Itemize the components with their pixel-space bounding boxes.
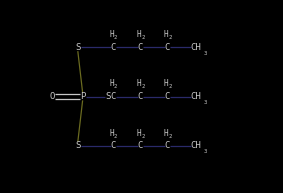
Text: C: C — [165, 43, 170, 52]
Text: C: C — [165, 141, 170, 150]
Text: 2: 2 — [141, 84, 144, 89]
Text: S: S — [75, 43, 80, 52]
Text: 3: 3 — [204, 100, 207, 105]
Text: 2: 2 — [141, 134, 144, 139]
Text: H: H — [110, 30, 115, 39]
Text: C: C — [138, 92, 143, 101]
Text: C: C — [111, 43, 116, 52]
Text: 2: 2 — [114, 84, 117, 89]
Text: H: H — [137, 30, 142, 39]
Text: CH: CH — [190, 43, 201, 52]
Text: C: C — [111, 141, 116, 150]
Text: P: P — [80, 92, 85, 101]
Text: H: H — [164, 30, 168, 39]
Text: 2: 2 — [168, 35, 171, 40]
Text: H: H — [110, 129, 115, 138]
Text: C: C — [138, 141, 143, 150]
Text: 2: 2 — [168, 84, 171, 89]
Text: 2: 2 — [141, 35, 144, 40]
Text: 2: 2 — [114, 35, 117, 40]
Text: H: H — [137, 129, 142, 138]
Text: 2: 2 — [168, 134, 171, 139]
Text: 3: 3 — [204, 51, 207, 56]
Text: CH: CH — [190, 92, 201, 101]
Text: S: S — [75, 141, 80, 150]
Text: H: H — [164, 129, 168, 138]
Text: C: C — [165, 92, 170, 101]
Text: H: H — [164, 80, 168, 88]
Text: S: S — [105, 92, 110, 101]
Text: 3: 3 — [204, 149, 207, 154]
Text: O: O — [50, 92, 55, 101]
Text: H: H — [137, 80, 142, 88]
Text: CH: CH — [190, 141, 201, 150]
Text: C: C — [111, 92, 116, 101]
Text: 2: 2 — [114, 134, 117, 139]
Text: C: C — [138, 43, 143, 52]
Text: H: H — [110, 80, 115, 88]
